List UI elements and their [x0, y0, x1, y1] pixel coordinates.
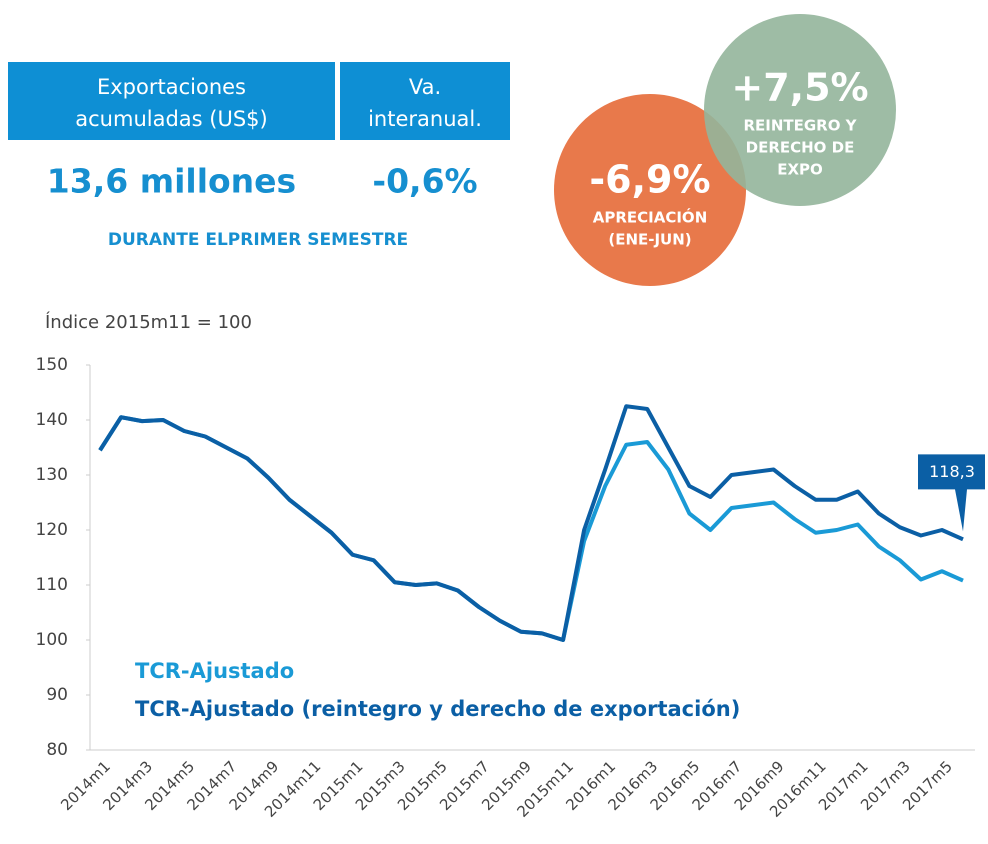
y-tick-label: 120 — [36, 520, 68, 540]
series-line — [98, 404, 964, 642]
header-note: DURANTE ELPRIMER SEMESTRE — [108, 230, 408, 250]
header-label: acumuladas (US$) — [75, 107, 267, 131]
value-label: 118,3 — [929, 462, 975, 481]
legend-label: TCR-Ajustado (reintegro y derecho de exp… — [135, 697, 740, 721]
header-label: Exportaciones — [97, 75, 246, 99]
y-tick-label: 140 — [36, 410, 68, 430]
chart-subtitle: Índice 2015m11 = 100 — [45, 311, 252, 333]
header-label: interanual. — [368, 107, 482, 131]
badge-value: +7,5% — [731, 66, 868, 110]
y-tick-label: 150 — [36, 355, 68, 375]
legend-label: TCR-Ajustado — [135, 659, 294, 683]
badge-label: APRECIACIÓN — [593, 208, 708, 227]
y-tick-label: 100 — [36, 630, 68, 650]
badge-label: EXPO — [777, 161, 823, 179]
badge — [554, 94, 746, 286]
header-value: -0,6% — [372, 162, 477, 201]
y-tick-label: 80 — [46, 740, 68, 760]
badge-label: REINTEGRO Y — [743, 117, 857, 135]
header-label: Va. — [409, 75, 441, 99]
value-label-box — [918, 454, 985, 532]
header-cell — [8, 62, 335, 140]
y-tick-label: 110 — [36, 575, 68, 595]
badge-label: DERECHO DE — [746, 139, 855, 157]
header-cell — [340, 62, 510, 140]
badge-label: (ENE-JUN) — [608, 231, 691, 249]
y-tick-label: 130 — [36, 465, 68, 485]
badge-value: -6,9% — [589, 158, 710, 202]
header-value: 13,6 millones — [47, 162, 296, 201]
badge — [704, 14, 896, 206]
y-tick-label: 90 — [46, 685, 68, 705]
